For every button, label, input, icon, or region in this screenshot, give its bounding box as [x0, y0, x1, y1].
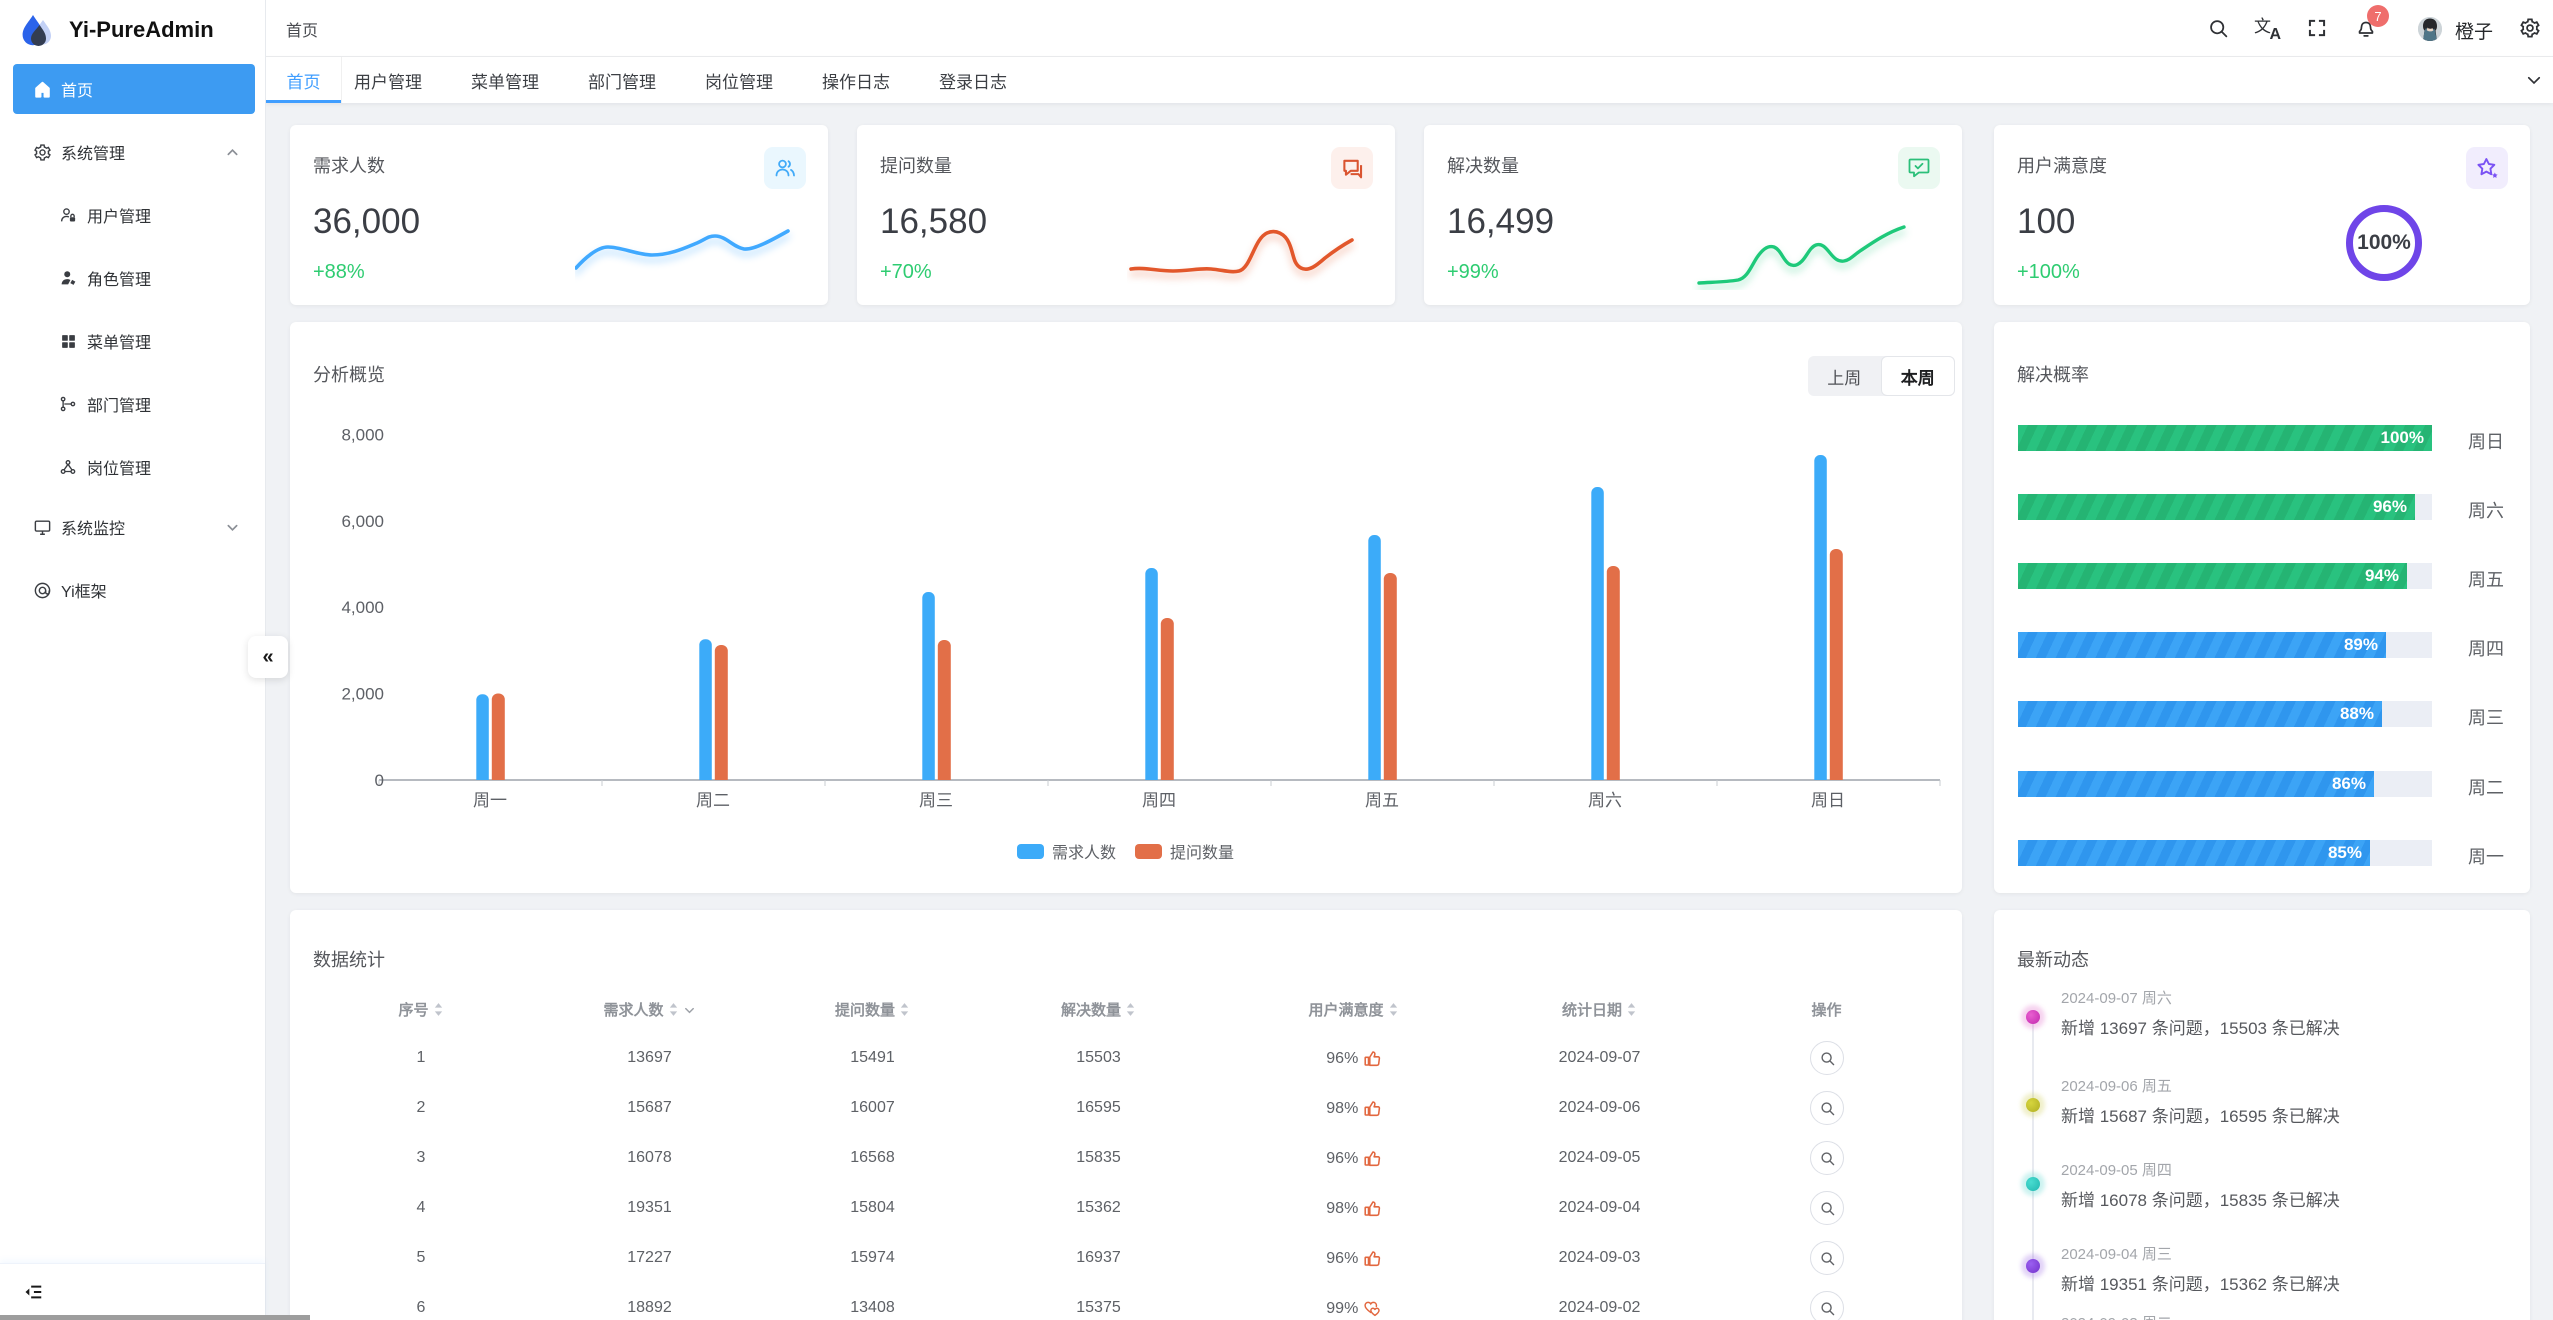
- svg-text:周五: 周五: [1365, 791, 1399, 810]
- svg-text:8,000: 8,000: [341, 425, 384, 444]
- svg-text:提问数量: 提问数量: [1170, 844, 1234, 862]
- svg-text:4,000: 4,000: [341, 598, 384, 617]
- svg-text:周日: 周日: [1811, 791, 1845, 810]
- svg-text:2,000: 2,000: [341, 685, 384, 704]
- svg-text:需求人数: 需求人数: [1052, 844, 1116, 862]
- svg-text:6,000: 6,000: [341, 512, 384, 531]
- svg-text:周四: 周四: [1142, 791, 1176, 810]
- svg-text:周六: 周六: [1588, 791, 1622, 810]
- svg-text:周一: 周一: [473, 791, 507, 810]
- svg-text:周二: 周二: [696, 791, 730, 810]
- svg-text:0: 0: [375, 771, 384, 790]
- svg-text:周三: 周三: [919, 791, 953, 810]
